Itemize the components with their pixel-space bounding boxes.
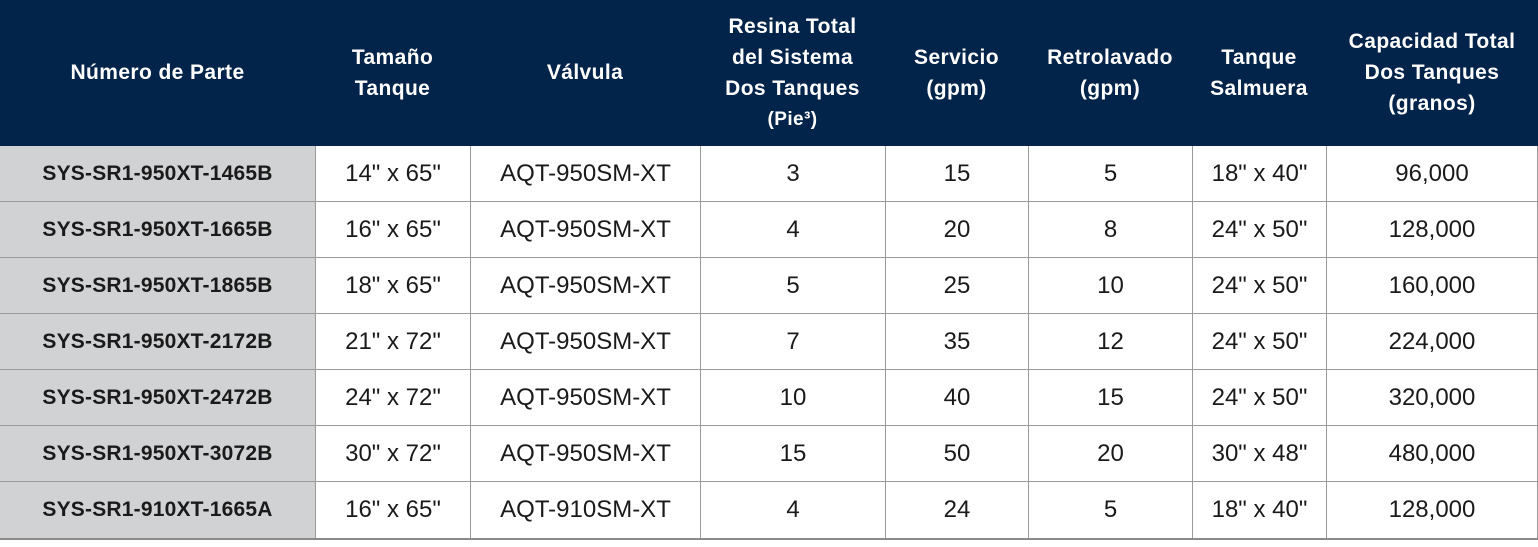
header-text: (granos) bbox=[1388, 92, 1476, 115]
service-cell: 20 bbox=[885, 202, 1028, 257]
header-text: Válvula bbox=[546, 61, 624, 84]
capacity-cell: 480,000 bbox=[1326, 426, 1538, 481]
valve-cell: AQT-910SM-XT bbox=[470, 482, 700, 538]
capacity-cell: 224,000 bbox=[1326, 314, 1538, 369]
service-cell: 35 bbox=[885, 314, 1028, 369]
table-body: SYS-SR1-950XT-1465B 14" x 65" AQT-950SM-… bbox=[0, 146, 1538, 540]
header-text: Retrolavado bbox=[1047, 45, 1173, 69]
part-number-cell: SYS-SR1-910XT-1665A bbox=[0, 482, 315, 538]
resin-cell: 4 bbox=[700, 202, 885, 257]
resin-cell: 15 bbox=[700, 426, 885, 481]
resin-cell: 5 bbox=[700, 258, 885, 313]
brine-tank-cell: 18" x 40" bbox=[1192, 146, 1326, 201]
header-tank-size: Tamaño Tanque bbox=[315, 0, 470, 145]
table-row: SYS-SR1-950XT-3072B 30" x 72" AQT-950SM-… bbox=[0, 426, 1538, 482]
service-cell: 24 bbox=[885, 482, 1028, 538]
header-text: Número de Parte bbox=[70, 61, 245, 84]
valve-cell: AQT-950SM-XT bbox=[470, 202, 700, 257]
backwash-cell: 5 bbox=[1028, 482, 1192, 538]
header-text: (gpm) bbox=[1079, 76, 1141, 100]
tank-size-cell: 18" x 65" bbox=[315, 258, 470, 313]
service-cell: 15 bbox=[885, 146, 1028, 201]
valve-cell: AQT-950SM-XT bbox=[470, 146, 700, 201]
table-row: SYS-SR1-950XT-1865B 18" x 65" AQT-950SM-… bbox=[0, 258, 1538, 314]
service-cell: 40 bbox=[885, 370, 1028, 425]
tank-size-cell: 24" x 72" bbox=[315, 370, 470, 425]
service-cell: 50 bbox=[885, 426, 1028, 481]
part-number-cell: SYS-SR1-950XT-1465B bbox=[0, 146, 315, 201]
header-text: (gpm) bbox=[926, 76, 987, 100]
resin-cell: 7 bbox=[700, 314, 885, 369]
table-row: SYS-SR1-950XT-1465B 14" x 65" AQT-950SM-… bbox=[0, 146, 1538, 202]
backwash-cell: 20 bbox=[1028, 426, 1192, 481]
backwash-cell: 5 bbox=[1028, 146, 1192, 201]
brine-tank-cell: 18" x 40" bbox=[1192, 482, 1326, 538]
header-valve: Válvula bbox=[470, 0, 700, 145]
backwash-cell: 12 bbox=[1028, 314, 1192, 369]
tank-size-cell: 14" x 65" bbox=[315, 146, 470, 201]
service-cell: 25 bbox=[885, 258, 1028, 313]
header-text: Salmuera bbox=[1210, 76, 1308, 100]
valve-cell: AQT-950SM-XT bbox=[470, 426, 700, 481]
header-service: Servicio (gpm) bbox=[885, 0, 1028, 145]
brine-tank-cell: 30" x 48" bbox=[1192, 426, 1326, 481]
brine-tank-cell: 24" x 50" bbox=[1192, 202, 1326, 257]
tank-size-cell: 16" x 65" bbox=[315, 482, 470, 538]
header-text: Dos Tanques bbox=[1364, 61, 1500, 84]
capacity-cell: 320,000 bbox=[1326, 370, 1538, 425]
tank-size-cell: 16" x 65" bbox=[315, 202, 470, 257]
header-total-resin: Resina Total del Sistema Dos Tanques (Pi… bbox=[700, 0, 885, 145]
backwash-cell: 10 bbox=[1028, 258, 1192, 313]
resin-cell: 10 bbox=[700, 370, 885, 425]
resin-cell: 3 bbox=[700, 146, 885, 201]
header-text: Capacidad Total bbox=[1348, 30, 1516, 53]
header-part-number: Número de Parte bbox=[0, 0, 315, 145]
part-number-cell: SYS-SR1-950XT-2472B bbox=[0, 370, 315, 425]
capacity-cell: 128,000 bbox=[1326, 202, 1538, 257]
part-number-cell: SYS-SR1-950XT-2172B bbox=[0, 314, 315, 369]
capacity-cell: 128,000 bbox=[1326, 482, 1538, 538]
header-text: Tanque bbox=[354, 76, 431, 100]
capacity-cell: 96,000 bbox=[1326, 146, 1538, 201]
header-text: Servicio bbox=[914, 45, 999, 69]
tank-size-cell: 21" x 72" bbox=[315, 314, 470, 369]
header-brine-tank: Tanque Salmuera bbox=[1192, 0, 1326, 145]
table-row: SYS-SR1-910XT-1665A 16" x 65" AQT-910SM-… bbox=[0, 482, 1538, 540]
brine-tank-cell: 24" x 50" bbox=[1192, 370, 1326, 425]
capacity-cell: 160,000 bbox=[1326, 258, 1538, 313]
valve-cell: AQT-950SM-XT bbox=[470, 370, 700, 425]
header-text: del Sistema bbox=[731, 45, 854, 69]
brine-tank-cell: 24" x 50" bbox=[1192, 314, 1326, 369]
header-total-capacity: Capacidad Total Dos Tanques (granos) bbox=[1326, 0, 1538, 145]
backwash-cell: 15 bbox=[1028, 370, 1192, 425]
tank-size-cell: 30" x 72" bbox=[315, 426, 470, 481]
table-row: SYS-SR1-950XT-2472B 24" x 72" AQT-950SM-… bbox=[0, 370, 1538, 426]
part-number-cell: SYS-SR1-950XT-1665B bbox=[0, 202, 315, 257]
header-backwash: Retrolavado (gpm) bbox=[1028, 0, 1192, 145]
part-number-cell: SYS-SR1-950XT-3072B bbox=[0, 426, 315, 481]
valve-cell: AQT-950SM-XT bbox=[470, 314, 700, 369]
table-row: SYS-SR1-950XT-1665B 16" x 65" AQT-950SM-… bbox=[0, 202, 1538, 258]
backwash-cell: 8 bbox=[1028, 202, 1192, 257]
header-text: Tamaño bbox=[351, 45, 434, 69]
header-text: Dos Tanques bbox=[725, 76, 860, 100]
valve-cell: AQT-950SM-XT bbox=[470, 258, 700, 313]
table-header: Número de Parte Tamaño Tanque Válvula Re… bbox=[0, 0, 1538, 146]
header-text: Tanque bbox=[1221, 45, 1297, 69]
header-text: (Pie³) bbox=[767, 108, 818, 130]
part-number-cell: SYS-SR1-950XT-1865B bbox=[0, 258, 315, 313]
table-row: SYS-SR1-950XT-2172B 21" x 72" AQT-950SM-… bbox=[0, 314, 1538, 370]
brine-tank-cell: 24" x 50" bbox=[1192, 258, 1326, 313]
resin-cell: 4 bbox=[700, 482, 885, 538]
header-text: Resina Total bbox=[728, 14, 857, 38]
